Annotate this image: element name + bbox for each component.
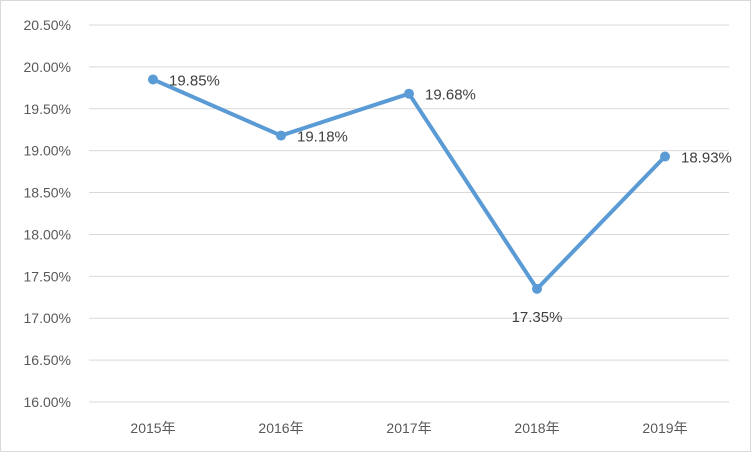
x-tick-label: 2017年 <box>386 420 431 436</box>
data-label: 19.68% <box>425 87 476 104</box>
data-label: 19.18% <box>297 129 348 146</box>
data-point <box>532 283 542 294</box>
data-label: 17.35% <box>512 309 563 326</box>
x-tick-label: 2015年 <box>130 420 175 436</box>
y-tick-label: 20.00% <box>24 59 71 75</box>
y-tick-label: 16.00% <box>24 394 71 410</box>
y-tick-label: 18.00% <box>24 226 71 242</box>
x-tick-label: 2019年 <box>642 420 687 436</box>
y-tick-label: 17.50% <box>24 268 71 284</box>
data-point <box>404 88 414 99</box>
series-line <box>151 77 667 291</box>
y-tick-label: 20.50% <box>24 17 71 33</box>
data-point <box>276 130 286 141</box>
x-tick-label: 2016年 <box>258 420 303 436</box>
y-tick-label: 18.50% <box>24 185 71 201</box>
data-label: 18.93% <box>681 150 732 167</box>
data-point <box>148 74 158 85</box>
y-tick-label: 19.00% <box>24 143 71 159</box>
y-tick-label: 17.00% <box>24 310 71 326</box>
x-tick-label: 2018年 <box>514 420 559 436</box>
data-label: 19.85% <box>169 72 220 89</box>
data-point <box>660 151 670 162</box>
y-tick-label: 19.50% <box>24 101 71 117</box>
y-tick-label: 16.50% <box>24 352 71 368</box>
